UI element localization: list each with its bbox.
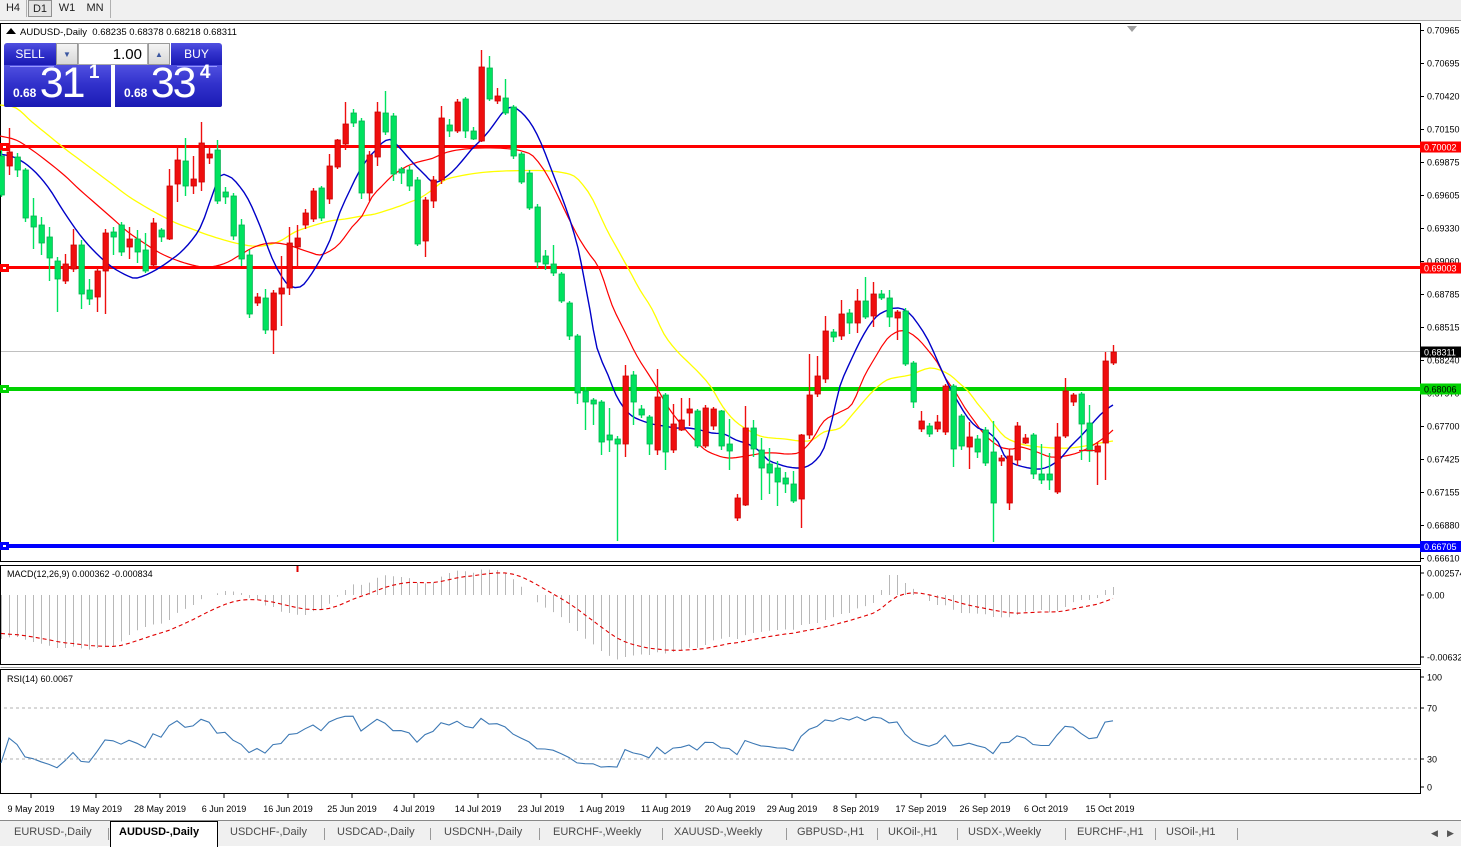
svg-text:AUDUSD-,Daily 0.68235 0.68378: AUDUSD-,Daily 0.68235 0.68378 0.68218 0.… [20, 27, 237, 38]
svg-text:0.69875: 0.69875 [1427, 158, 1460, 168]
svg-text:11 Aug 2019: 11 Aug 2019 [641, 804, 691, 814]
svg-text:9 May 2019: 9 May 2019 [7, 804, 54, 814]
svg-text:4 Jul 2019: 4 Jul 2019 [393, 804, 435, 814]
svg-text:23 Jul 2019: 23 Jul 2019 [518, 804, 565, 814]
svg-text:0.68006: 0.68006 [1424, 385, 1457, 395]
svg-text:0.67425: 0.67425 [1427, 455, 1460, 465]
svg-text:100: 100 [1427, 673, 1442, 683]
svg-text:0: 0 [1427, 783, 1432, 793]
svg-text:30: 30 [1427, 755, 1437, 765]
svg-text:0.002574: 0.002574 [1427, 569, 1461, 579]
svg-text:0.70695: 0.70695 [1427, 59, 1460, 69]
svg-text:20 Aug 2019: 20 Aug 2019 [705, 804, 756, 814]
svg-text:6 Oct 2019: 6 Oct 2019 [1024, 804, 1068, 814]
svg-text:0.69605: 0.69605 [1427, 191, 1460, 201]
svg-text:70: 70 [1427, 704, 1437, 714]
svg-text:0.67155: 0.67155 [1427, 488, 1460, 498]
svg-text:0.66880: 0.66880 [1427, 521, 1460, 531]
svg-text:26 Sep 2019: 26 Sep 2019 [959, 804, 1010, 814]
svg-text:1 Aug 2019: 1 Aug 2019 [579, 804, 625, 814]
svg-text:29 Aug 2019: 29 Aug 2019 [767, 804, 818, 814]
svg-text:8 Sep 2019: 8 Sep 2019 [833, 804, 879, 814]
svg-text:0.67700: 0.67700 [1427, 422, 1460, 432]
svg-text:25 Jun 2019: 25 Jun 2019 [327, 804, 377, 814]
svg-text:0.66705: 0.66705 [1424, 542, 1457, 552]
svg-text:0.70420: 0.70420 [1427, 92, 1460, 102]
svg-text:RSI(14) 60.0067: RSI(14) 60.0067 [7, 674, 73, 684]
svg-text:0.68311: 0.68311 [1424, 348, 1456, 358]
svg-text:0.00: 0.00 [1427, 591, 1445, 601]
svg-text:16 Jun 2019: 16 Jun 2019 [263, 804, 313, 814]
svg-text:0.66610: 0.66610 [1427, 554, 1460, 564]
svg-text:0.68515: 0.68515 [1427, 323, 1460, 333]
svg-text:28 May 2019: 28 May 2019 [134, 804, 186, 814]
svg-text:17 Sep 2019: 17 Sep 2019 [895, 804, 946, 814]
svg-text:0.68785: 0.68785 [1427, 290, 1460, 300]
svg-text:0.70150: 0.70150 [1427, 125, 1460, 135]
svg-text:0.69060: 0.69060 [1427, 257, 1460, 267]
svg-text:MACD(12,26,9) 0.000362 -0.0008: MACD(12,26,9) 0.000362 -0.000834 [7, 569, 153, 579]
svg-text:0.69003: 0.69003 [1424, 264, 1457, 274]
svg-text:6 Jun 2019: 6 Jun 2019 [202, 804, 247, 814]
svg-text:15 Oct 2019: 15 Oct 2019 [1085, 804, 1134, 814]
svg-text:0.68240: 0.68240 [1427, 356, 1460, 366]
svg-text:-0.006326: -0.006326 [1427, 653, 1461, 663]
svg-text:0.69330: 0.69330 [1427, 224, 1460, 234]
svg-text:14 Jul 2019: 14 Jul 2019 [455, 804, 502, 814]
svg-text:0.70002: 0.70002 [1424, 143, 1457, 153]
svg-text:19 May 2019: 19 May 2019 [70, 804, 122, 814]
svg-text:0.70965: 0.70965 [1427, 26, 1460, 36]
